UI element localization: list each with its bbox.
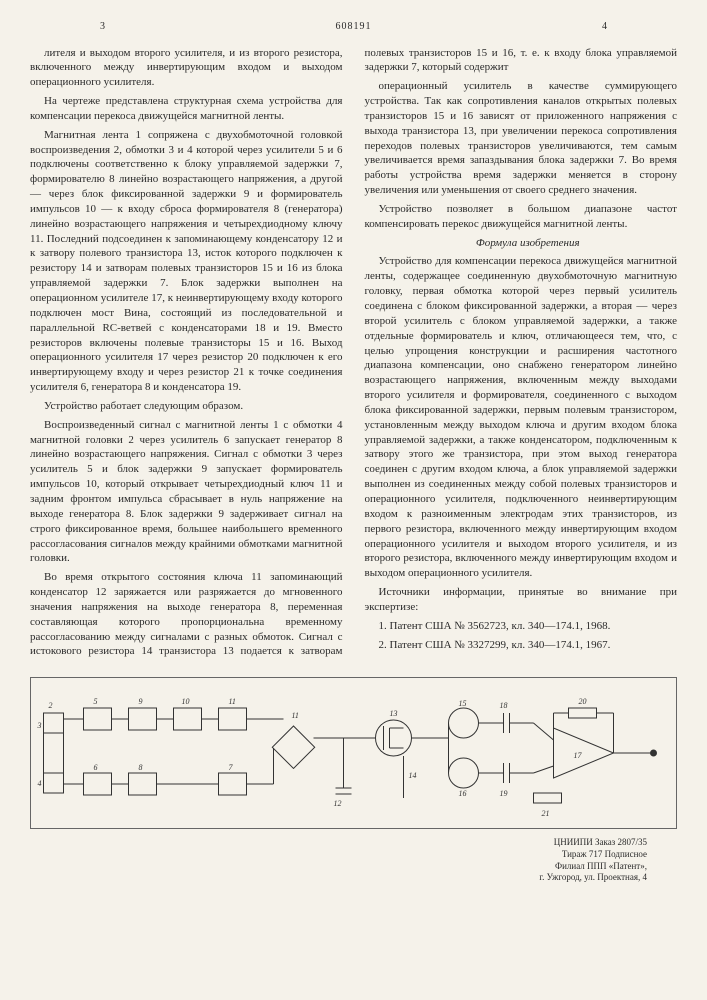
imprint: ЦНИИПИ Заказ 2807/35 Тираж 717 Подписное… (30, 837, 677, 884)
schematic-svg: 5 9 10 11 6 8 7 11 12 13 14 15 16 18 19 … (31, 678, 676, 828)
svg-text:6: 6 (94, 763, 98, 772)
svg-text:9: 9 (139, 697, 143, 706)
sources-title: Источники информации, принятые во вниман… (365, 585, 678, 615)
svg-text:18: 18 (500, 701, 508, 710)
svg-text:11: 11 (229, 697, 236, 706)
svg-text:11: 11 (292, 711, 299, 720)
page-num-right: 4 (602, 20, 607, 34)
body-text: лителя и выходом второго усилителя, и из… (30, 46, 677, 660)
svg-text:8: 8 (139, 763, 143, 772)
paragraph: Устройство для компенсации перекоса движ… (365, 254, 678, 581)
svg-text:19: 19 (500, 789, 508, 798)
page-num-left: 3 (100, 20, 105, 34)
svg-text:16: 16 (459, 789, 467, 798)
paragraph: Магнитная лента 1 сопряжена с двухобмото… (30, 128, 343, 395)
source-ref: 1. Патент США № 3562723, кл. 340—174.1, … (365, 619, 678, 634)
svg-text:13: 13 (390, 709, 398, 718)
circuit-diagram: 5 9 10 11 6 8 7 11 12 13 14 15 16 18 19 … (30, 677, 677, 829)
svg-text:15: 15 (459, 699, 467, 708)
svg-text:14: 14 (409, 771, 417, 780)
footer-line: Тираж 717 Подписное (30, 849, 647, 861)
svg-text:3: 3 (37, 721, 42, 730)
page-header: 3 608191 4 (30, 20, 677, 34)
svg-text:4: 4 (38, 779, 42, 788)
paragraph: Устройство позволяет в большом диапазоне… (365, 202, 678, 232)
footer-line: г. Ужгород, ул. Проектная, 4 (30, 872, 647, 884)
paragraph: лителя и выходом второго усилителя, и из… (30, 46, 343, 91)
footer-line: Филиал ППП «Патент», (30, 861, 647, 873)
paragraph: операционный усилитель в качестве суммир… (365, 79, 678, 198)
paragraph: Устройство работает следующим образом. (30, 399, 343, 414)
source-ref: 2. Патент США № 3327299, кл. 340—174.1, … (365, 638, 678, 653)
doc-id: 608191 (336, 20, 372, 34)
svg-text:21: 21 (542, 809, 550, 818)
svg-text:5: 5 (94, 697, 98, 706)
footer-line: ЦНИИПИ Заказ 2807/35 (30, 837, 647, 849)
formula-title: Формула изобретения (365, 236, 678, 251)
paragraph: На чертеже представлена структурная схем… (30, 94, 343, 124)
svg-text:12: 12 (334, 799, 342, 808)
svg-text:2: 2 (49, 701, 53, 710)
svg-text:7: 7 (229, 763, 234, 772)
svg-text:10: 10 (182, 697, 190, 706)
svg-text:17: 17 (574, 751, 583, 760)
svg-text:20: 20 (579, 697, 587, 706)
paragraph: Воспроизведенный сигнал с магнитной лент… (30, 418, 343, 566)
